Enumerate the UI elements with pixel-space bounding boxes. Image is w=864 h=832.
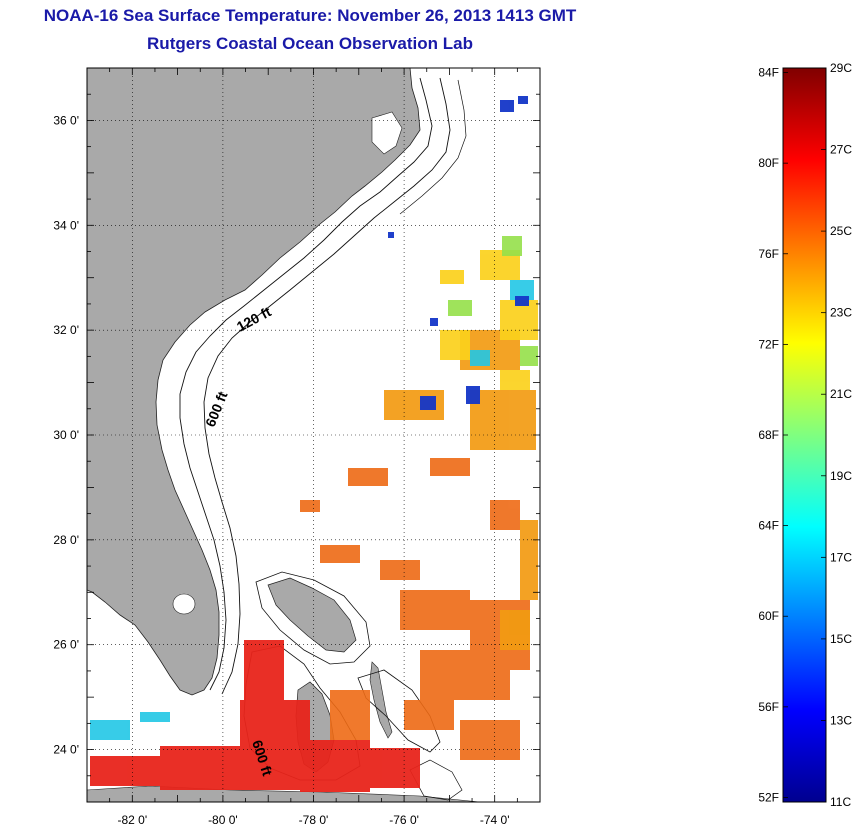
lon-tick-label: -82 0' (117, 813, 147, 827)
colorbar-fahrenheit-label: 76F (758, 247, 779, 261)
map-subtitle: Rutgers Coastal Ocean Observation Lab (147, 34, 473, 53)
colorbar-celsius-label: 23C (830, 306, 852, 320)
map-title: NOAA-16 Sea Surface Temperature: Novembe… (43, 6, 577, 25)
frame-ticks (86, 67, 541, 803)
colorbar-celsius-label: 27C (830, 143, 852, 157)
colorbar-celsius-labels: 29C 27C 25C 23C 21C 19C 17C 15C 13C 11C (821, 61, 852, 809)
colorbar-fahrenheit-labels: 84F 80F 76F 72F 68F 64F 60F 56F 52F (758, 66, 788, 804)
colorbar-celsius-label: 17C (830, 550, 852, 564)
lat-tick-label: 34 0' (53, 218, 79, 232)
colorbar-celsius-label: 25C (830, 224, 852, 238)
colorbar-fahrenheit-label: 84F (758, 66, 779, 80)
lon-tick-label: -74 0' (480, 813, 510, 827)
colorbar-celsius-label: 19C (830, 469, 852, 483)
latitude-tick-labels: 24 0' 26 0' 28 0' 30 0' 32 0' 34 0' 36 0' (53, 113, 79, 756)
colorbar-celsius-label: 21C (830, 387, 852, 401)
contour-outer-shelf (399, 79, 467, 215)
eleuthera-island (369, 661, 393, 739)
great-bahama-bank (267, 577, 357, 653)
colorbar-celsius-label: 13C (830, 713, 852, 727)
contour-bahamas-c (357, 669, 441, 753)
contour-bahamas-a (255, 571, 371, 665)
colorbar-fahrenheit-label: 64F (758, 519, 779, 533)
lat-tick-label: 30 0' (53, 428, 79, 442)
lon-tick-label: -80 0' (208, 813, 238, 827)
colorbar-gradient (782, 67, 827, 803)
colorbar-celsius-label: 29C (830, 61, 852, 75)
colorbar-fahrenheit-label: 80F (758, 156, 779, 170)
contour-120ft (179, 77, 433, 691)
colorbar: 84F 80F 76F 72F 68F 64F 60F 56F 52F 29C 27C 25C 23C… (758, 61, 852, 809)
longitude-tick-labels: -82 0' -80 0' -78 0' -76 0' -74 0' (117, 813, 509, 827)
pamlico-sound (371, 111, 403, 155)
map-plot-area: -82 0' -80 0' -78 0' -76 0' -74 0' 24 0' 26 0… (53, 67, 541, 827)
contour-600ft (203, 77, 451, 695)
lon-tick-label: -76 0' (389, 813, 419, 827)
lat-tick-label: 36 0' (53, 113, 79, 127)
contour-bahamas-d (409, 759, 463, 801)
colorbar-fahrenheit-label: 60F (758, 609, 779, 623)
lat-tick-label: 28 0' (53, 533, 79, 547)
lake-okeechobee (172, 593, 196, 615)
lat-tick-label: 24 0' (53, 743, 79, 757)
colorbar-celsius-label: 15C (830, 632, 852, 646)
lat-tick-label: 32 0' (53, 323, 79, 337)
lon-tick-label: -78 0' (299, 813, 329, 827)
colorbar-fahrenheit-label: 72F (758, 337, 779, 351)
lat-tick-label: 26 0' (53, 638, 79, 652)
us-southeast-coast-land (87, 68, 421, 696)
colorbar-fahrenheit-label: 52F (758, 790, 779, 804)
colorbar-celsius-label: 11C (830, 795, 851, 809)
colorbar-fahrenheit-label: 56F (758, 700, 779, 714)
colorbar-fahrenheit-label: 68F (758, 428, 779, 442)
